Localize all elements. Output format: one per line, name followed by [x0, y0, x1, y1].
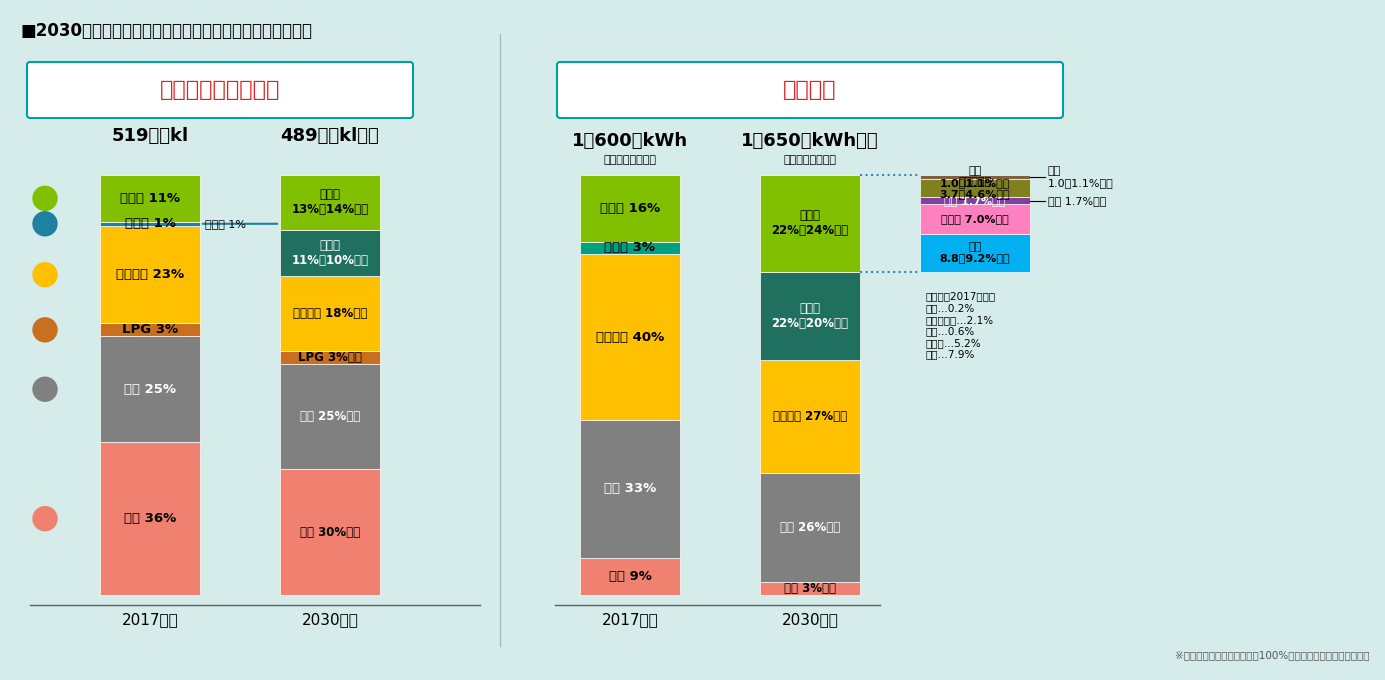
Text: 石炭 25%程度: 石炭 25%程度	[301, 410, 360, 423]
Text: 2017年度: 2017年度	[601, 613, 658, 628]
Text: 天然ガス 18%程度: 天然ガス 18%程度	[292, 307, 367, 320]
Text: 再エネ 11%: 再エネ 11%	[120, 192, 180, 205]
Bar	[100, 324, 199, 336]
Text: 石油 36%: 石油 36%	[123, 512, 176, 525]
Text: 石炭 25%: 石炭 25%	[125, 383, 176, 396]
Bar	[280, 175, 379, 230]
Text: 天然ガス 27%程度: 天然ガス 27%程度	[773, 410, 848, 423]
Bar	[280, 276, 379, 352]
Bar	[100, 336, 199, 442]
Text: 石油 3%程度: 石油 3%程度	[784, 582, 837, 595]
Text: 風力 1.7%程度: 風力 1.7%程度	[945, 196, 1006, 205]
Bar	[100, 442, 199, 595]
Circle shape	[33, 377, 57, 401]
Bar	[580, 175, 680, 241]
Text: 519百万kl: 519百万kl	[111, 127, 188, 145]
Circle shape	[33, 318, 57, 342]
Text: 1兆600億kWh: 1兆600億kWh	[572, 132, 688, 150]
Bar	[580, 420, 680, 558]
Text: 石油 9%: 石油 9%	[608, 570, 651, 583]
Bar	[760, 473, 860, 582]
Bar	[100, 222, 199, 226]
Bar	[760, 582, 860, 595]
Text: 石炭 33%: 石炭 33%	[604, 483, 656, 496]
FancyBboxPatch shape	[26, 62, 413, 118]
Circle shape	[33, 262, 57, 287]
Text: 原子力
11%～10%程度: 原子力 11%～10%程度	[291, 239, 368, 267]
Text: 原子力 3%: 原子力 3%	[604, 241, 655, 254]
Bar	[920, 197, 1030, 204]
Text: 再エネ
22%～24%程度: 再エネ 22%～24%程度	[771, 209, 849, 237]
Text: 2017年度: 2017年度	[122, 613, 179, 628]
Text: 再エネ 16%: 再エネ 16%	[600, 202, 661, 215]
Text: （総発電電力量）: （総発電電力量）	[604, 155, 656, 165]
Bar	[580, 254, 680, 420]
Bar	[760, 175, 860, 271]
Bar	[920, 204, 1030, 234]
Bar	[580, 241, 680, 254]
Text: 天然ガス 23%: 天然ガス 23%	[116, 268, 184, 282]
Text: 2030年度: 2030年度	[302, 613, 359, 628]
Text: 風力 1.7%程度: 風力 1.7%程度	[1048, 196, 1107, 205]
Text: LPG 3%程度: LPG 3%程度	[298, 351, 361, 364]
Bar	[760, 271, 860, 360]
Text: 水力
8.8～9.2%程度: 水力 8.8～9.2%程度	[939, 242, 1010, 263]
Text: 石炭 26%程度: 石炭 26%程度	[780, 522, 841, 534]
Bar	[280, 364, 379, 469]
Text: 電源構成: 電源構成	[784, 80, 837, 100]
Text: 一次エネルギー供給: 一次エネルギー供給	[159, 80, 280, 100]
Circle shape	[33, 211, 57, 236]
FancyBboxPatch shape	[557, 62, 1064, 118]
Text: （総発電電力量）: （総発電電力量）	[784, 155, 837, 165]
Bar	[100, 226, 199, 324]
Text: 原子力 1%: 原子力 1%	[205, 219, 247, 228]
Text: バイオマス
3.7～4.6%程度: バイオマス 3.7～4.6%程度	[939, 177, 1010, 199]
Circle shape	[33, 507, 57, 530]
Bar	[580, 558, 680, 595]
Bar	[920, 234, 1030, 271]
Text: 489百万kl程度: 489百万kl程度	[281, 127, 379, 145]
Text: ■2030年度のエネルギー需給構造「エネルギーミックス」: ■2030年度のエネルギー需給構造「エネルギーミックス」	[19, 22, 312, 40]
Bar	[920, 175, 1030, 180]
Text: 1兆650億kWh程度: 1兆650億kWh程度	[741, 132, 879, 150]
Bar	[760, 360, 860, 473]
Text: 〈参考：2017年度〉
地熱…0.2%
バイオマス…2.1%
風力…0.6%
太陽光…5.2%
水力…7.9%: 〈参考：2017年度〉 地熱…0.2% バイオマス…2.1% 風力…0.6% 太…	[925, 292, 996, 360]
Text: 地熱
1.0～1.1%程度: 地熱 1.0～1.1%程度	[940, 167, 1010, 188]
Text: 2030年度: 2030年度	[781, 613, 838, 628]
Text: 再エネ
13%～14%程度: 再エネ 13%～14%程度	[291, 188, 368, 216]
Text: 原子力 1%: 原子力 1%	[125, 218, 176, 231]
Text: 原子力
22%～20%程度: 原子力 22%～20%程度	[771, 302, 849, 330]
Bar	[920, 180, 1030, 197]
Text: 石油 30%程度: 石油 30%程度	[301, 526, 360, 539]
Text: LPG 3%: LPG 3%	[122, 324, 179, 337]
Text: 地熱
1.0～1.1%程度: 地熱 1.0～1.1%程度	[1048, 167, 1114, 188]
Circle shape	[33, 186, 57, 210]
Bar	[280, 469, 379, 595]
Text: ※四捨五入の関係上、合計が100%にならない場合があります。: ※四捨五入の関係上、合計が100%にならない場合があります。	[1176, 650, 1370, 660]
Text: 天然ガス 40%: 天然ガス 40%	[596, 330, 665, 343]
Bar	[280, 230, 379, 276]
Bar	[280, 352, 379, 364]
Bar	[100, 175, 199, 222]
Text: 太陽光 7.0%程度: 太陽光 7.0%程度	[942, 214, 1008, 224]
